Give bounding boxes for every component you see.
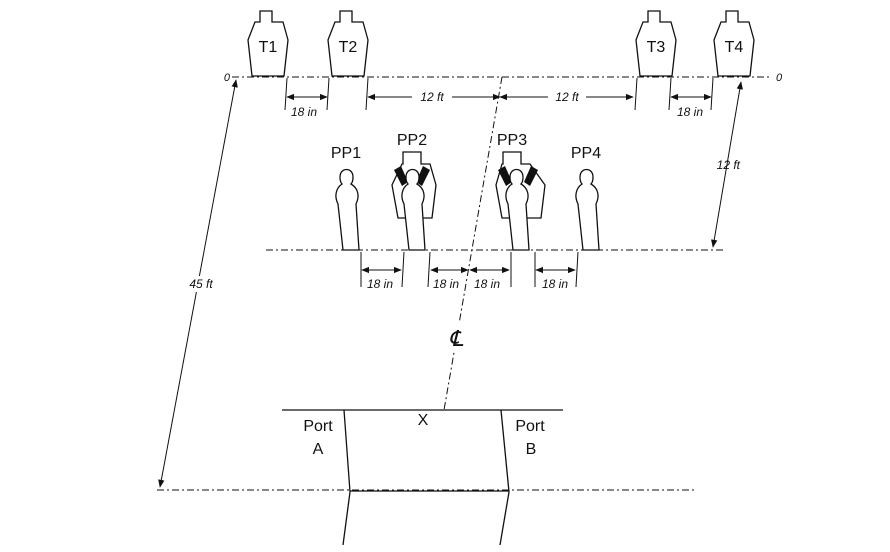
dim-label-pp1-pp2: 18 in [367,277,393,291]
popper-silhouette [401,168,426,251]
no-shoot-marker [394,166,408,186]
target-t4: T4 [713,10,755,77]
dim-label-t2-center: 12 ft [420,90,444,104]
target-t3: T3 [635,10,677,77]
shooting-box-right [499,491,510,546]
extension-tick [365,77,369,111]
port-a-edge [343,409,351,493]
dim-label-pp2-center: 18 in [433,277,459,291]
popper-pp1 [335,168,360,251]
dim-label-bg [184,276,218,292]
plate-label-pp2: PP2 [397,132,427,149]
plate-label-pp3: PP3 [497,132,527,149]
port-b-label-line1: Port [515,418,545,435]
extension-tick [326,77,330,111]
no-shoot-marker [498,166,512,186]
popper-pp3 [495,151,546,251]
dim-label-t1-t2: 18 in [291,105,317,119]
target-silhouette [713,10,755,77]
dim-label-pp3-pp4: 18 in [542,277,568,291]
zero-label-right: 0 [776,72,783,84]
centerline-symbol-bg [446,322,468,352]
target-label: T2 [339,39,358,56]
target-t2: T2 [327,10,369,77]
popper-pp2 [391,151,437,251]
dim-label-center-t3: 12 ft [555,90,579,104]
centerline-symbol: ℄ [449,327,464,352]
port-a-label-line2: A [313,441,324,458]
port-a-label-line1: Port [303,418,333,435]
plate-label-pp4: PP4 [571,145,601,162]
extension-tick [634,77,638,111]
centerline [443,76,503,411]
dim-label-t3-t4: 18 in [677,105,703,119]
shooting-box-left [342,491,351,546]
target-silhouette [327,10,369,77]
target-silhouette [635,10,677,77]
extension-tick [401,251,405,288]
dim-label-overall: 45 ft [189,277,213,291]
zero-label-left: 0 [224,72,231,84]
plate-label-pp1: PP1 [331,145,361,162]
dim-label-downrange: 12 ft [717,158,741,172]
dim-arrow-downrange [711,81,743,248]
popper-silhouette [335,168,360,251]
extension-tick [668,77,672,111]
target-t1: T1 [247,10,289,77]
no-shoot-marker [524,166,538,186]
dim-label-center-pp3: 18 in [474,277,500,291]
port-b-label-line2: B [526,441,537,458]
extension-tick [284,77,288,111]
port-b-edge [500,409,510,493]
start-mark-x: X [418,412,429,429]
target-silhouette [247,10,289,77]
extension-tick [575,251,579,288]
popper-silhouette [575,168,600,251]
popper-silhouette [505,168,530,251]
extension-tick [427,251,431,288]
extension-tick [710,77,714,111]
popper-pp4 [575,168,600,251]
target-label: T4 [725,39,744,56]
target-label: T3 [647,39,666,56]
no-shoot-marker [416,166,430,186]
target-label: T1 [259,39,278,56]
